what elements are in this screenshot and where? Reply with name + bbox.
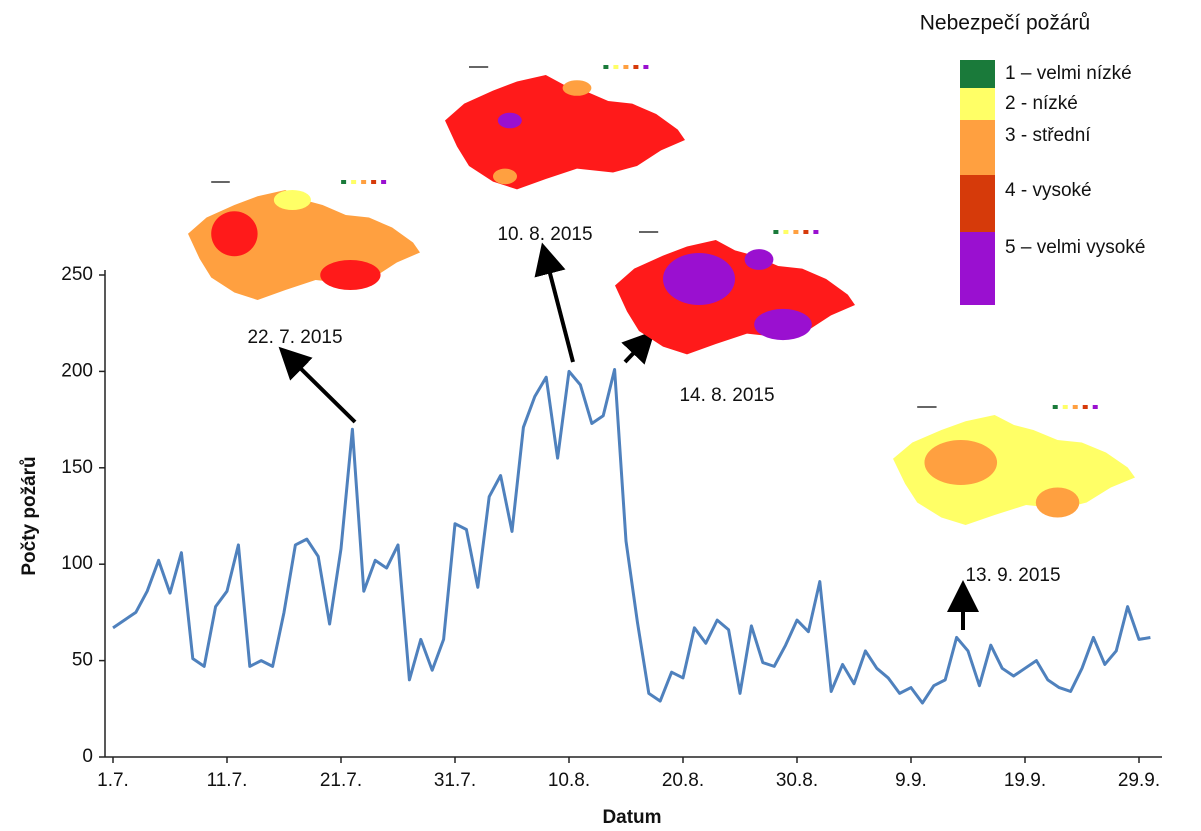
map-region bbox=[924, 440, 998, 485]
map-key bbox=[1082, 405, 1088, 409]
map-key bbox=[1052, 405, 1058, 409]
map-key bbox=[643, 65, 649, 69]
x-tick-label: 10.8. bbox=[548, 770, 590, 791]
y-axis-label: Počty požárů bbox=[19, 456, 40, 575]
legend-title: Nebezpečí požárů bbox=[920, 12, 1090, 35]
map-region bbox=[663, 253, 735, 305]
map-key bbox=[793, 230, 799, 234]
map-key bbox=[803, 230, 809, 234]
map-region bbox=[211, 211, 258, 257]
map-region bbox=[493, 168, 517, 185]
map-shape bbox=[615, 240, 855, 355]
y-tick-label: 200 bbox=[61, 360, 93, 381]
map-region bbox=[562, 80, 592, 96]
x-tick-label: 9.9. bbox=[895, 770, 927, 791]
x-tick-label: 19.9. bbox=[1004, 770, 1046, 791]
map-key bbox=[1092, 405, 1098, 409]
legend-swatch bbox=[960, 60, 995, 88]
map-region bbox=[1035, 487, 1080, 518]
map-key bbox=[341, 180, 347, 184]
y-tick-label: 0 bbox=[82, 746, 93, 767]
legend-label: 2 - nízké bbox=[1005, 93, 1078, 114]
map-key bbox=[381, 180, 387, 184]
map-key bbox=[1072, 405, 1078, 409]
legend-swatch bbox=[960, 120, 995, 175]
map-inset bbox=[188, 180, 420, 300]
x-tick-label: 31.7. bbox=[434, 770, 476, 791]
map-key bbox=[1062, 405, 1068, 409]
y-tick-label: 150 bbox=[61, 457, 93, 478]
x-tick-label: 20.8. bbox=[662, 770, 704, 791]
x-tick-label: 30.8. bbox=[776, 770, 818, 791]
map-region bbox=[320, 260, 381, 290]
legend-label: 5 – velmi vysoké bbox=[1005, 237, 1145, 258]
map-key bbox=[613, 65, 619, 69]
legend-swatch bbox=[960, 88, 995, 120]
legend-label: 3 - střední bbox=[1005, 125, 1091, 146]
map-key bbox=[623, 65, 629, 69]
x-tick-label: 1.7. bbox=[97, 770, 129, 791]
map-key bbox=[371, 180, 377, 184]
annotation: 13. 9. 2015 bbox=[965, 565, 1060, 586]
map-inset bbox=[445, 65, 685, 190]
map-key bbox=[351, 180, 357, 184]
map-inset bbox=[615, 230, 855, 355]
data-line bbox=[112, 367, 1151, 705]
legend-swatch bbox=[960, 232, 995, 305]
map-key bbox=[361, 180, 367, 184]
map-shape bbox=[445, 75, 685, 190]
map-inset bbox=[893, 405, 1135, 525]
map-region bbox=[273, 190, 311, 210]
x-tick-label: 11.7. bbox=[207, 770, 248, 791]
legend-swatch bbox=[960, 175, 995, 232]
map-key bbox=[813, 230, 819, 234]
map-key bbox=[603, 65, 609, 69]
map-key bbox=[773, 230, 779, 234]
map-key bbox=[783, 230, 789, 234]
map-region bbox=[744, 249, 774, 270]
x-tick-label: 21.7. bbox=[320, 770, 362, 791]
x-axis-label: Datum bbox=[602, 807, 661, 828]
y-tick-label: 100 bbox=[61, 553, 93, 574]
arrows bbox=[278, 242, 979, 630]
map-key bbox=[633, 65, 639, 69]
annotation: 22. 7. 2015 bbox=[247, 327, 342, 348]
legend-label: 4 - vysoké bbox=[1005, 180, 1092, 201]
map-region bbox=[754, 308, 812, 341]
y-tick-label: 50 bbox=[72, 650, 93, 671]
annotation: 14. 8. 2015 bbox=[679, 385, 774, 406]
y-tick-label: 250 bbox=[61, 264, 93, 285]
legend-label: 1 – velmi nízké bbox=[1005, 63, 1132, 84]
map-region bbox=[497, 112, 522, 129]
annotation: 10. 8. 2015 bbox=[497, 224, 592, 245]
x-tick-label: 29.9. bbox=[1118, 770, 1160, 791]
